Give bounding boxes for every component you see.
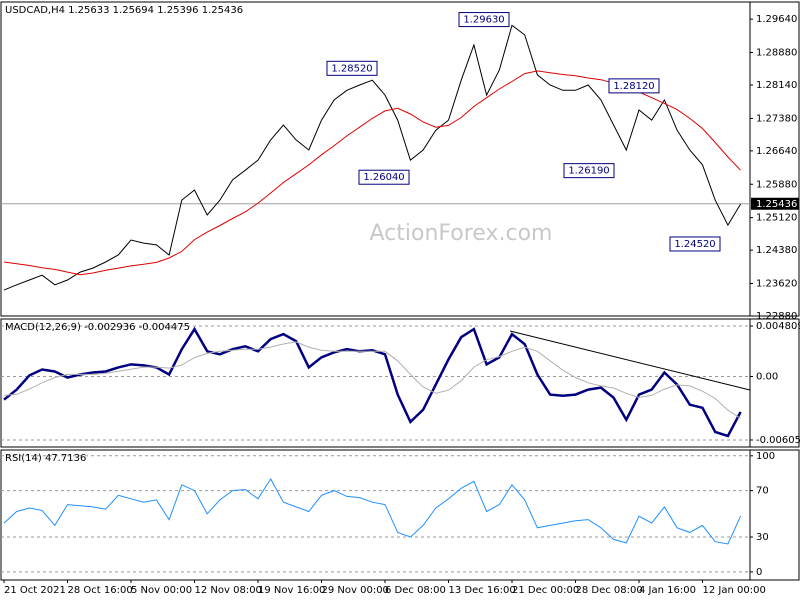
panel-frame [0,449,751,581]
y-tick-label: 1.24380 [756,245,797,256]
x-tick-label: 13 Dec 16:00 [449,585,516,596]
series-line [3,24,742,291]
y-tick-label: 100 [756,451,775,462]
y-tick-label: 1.28880 [756,48,797,59]
panel-frame [0,318,751,448]
y-tick-label: 1.25120 [756,213,797,224]
y-tick-label: 1.23620 [756,279,797,290]
level-label: 1.29630 [463,15,504,26]
level-label: 1.26190 [568,166,609,177]
axis-area [749,1,800,317]
x-tick-label: 28 Oct 16:00 [68,585,133,596]
y-tick-label: 1.25880 [756,179,797,190]
level-box [458,12,510,28]
last-price-label: 1.25436 [756,199,797,210]
level-box [669,236,721,252]
level-box [358,169,410,185]
level-box [608,78,660,94]
x-tick-label: 28 Dec 08:00 [576,585,643,596]
axis-area [749,318,800,448]
x-tick-label: 5 Nov 00:00 [131,585,192,596]
level-label: 1.24520 [674,239,715,250]
level-box [326,60,378,76]
series-line [3,341,741,419]
x-tick-label: 6 Dec 08:00 [385,585,446,596]
y-tick-label: 1.28140 [756,80,797,91]
x-tick-label: 19 Nov 16:00 [258,585,325,596]
level-box [563,163,615,179]
x-tick-label: 21 Oct 2021 [4,585,66,596]
x-tick-label: 12 Nov 08:00 [195,585,262,596]
y-tick-label: 0.00 [756,371,778,382]
level-label: 1.26040 [363,172,404,183]
y-tick-label: 30 [756,532,769,543]
panel-title: MACD(12,26,9) -0.002936 -0.004475 [5,322,190,333]
y-tick-label: 1.29640 [756,14,797,25]
y-tick-label: -0.00605 [756,435,800,446]
x-tick-label: 29 Nov 00:00 [322,585,389,596]
last-price-box [751,197,799,210]
panel-title: USDCAD,H4 1.25633 1.25694 1.25396 1.2543… [5,5,243,16]
x-tick-label: 4 Jan 16:00 [639,585,696,596]
x-tick-label: 21 Dec 00:00 [512,585,579,596]
series-line [3,478,742,545]
y-tick-label: 1.27380 [756,113,797,124]
level-label: 1.28520 [331,63,372,74]
series-line [3,326,742,438]
y-tick-label: 1.22880 [756,311,797,322]
watermark: ActionForex.com [370,221,553,246]
panel-title: RSI(14) 47.7136 [5,453,86,464]
y-tick-label: 0.004809 [756,321,800,332]
axis-area [749,449,800,581]
x-tick-label: 12 Jan 00:00 [703,585,766,596]
trend-line [509,330,751,391]
y-tick-label: 0 [756,567,762,578]
y-tick-label: 70 [756,486,769,497]
y-tick-label: 1.26640 [756,146,797,157]
level-label: 1.28120 [613,81,654,92]
